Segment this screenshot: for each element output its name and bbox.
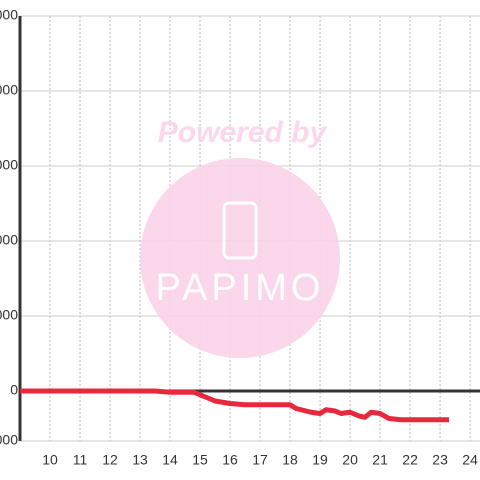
x-tick-label: 21 [372, 452, 388, 468]
watermark-text: Powered by [158, 116, 328, 149]
x-tick-label: 19 [312, 452, 328, 468]
y-tick-label: 30,000 [0, 307, 18, 323]
data-line [20, 388, 450, 423]
x-tick-label: 14 [162, 452, 178, 468]
y-tick-label: 90,000 [0, 157, 18, 173]
x-tick-label: 16 [222, 452, 238, 468]
y-tick-label: 150,000 [0, 7, 18, 23]
x-tick-label: 17 [252, 452, 268, 468]
x-tick-label: 18 [282, 452, 298, 468]
x-tick-label: 23 [432, 452, 448, 468]
x-tick-label: 22 [402, 452, 418, 468]
watermark-logo: PAPIMO [156, 267, 325, 309]
x-tick-label: 11 [73, 452, 88, 468]
x-tick-label: 15 [192, 452, 208, 468]
y-tick-label: 60,000 [0, 232, 18, 248]
x-tick-label: 13 [132, 452, 148, 468]
y-tick-label: 0 [10, 382, 18, 398]
watermark-icon [222, 201, 258, 260]
x-tick-label: 12 [102, 452, 118, 468]
y-tick-label: -20,000 [0, 432, 18, 448]
x-tick-label: 24 [462, 452, 478, 468]
y-tick-label: 120,000 [0, 82, 18, 98]
watermark: Powered by PAPIMO [140, 116, 340, 358]
x-tick-label: 10 [42, 452, 58, 468]
x-tick-label: 20 [342, 452, 358, 468]
